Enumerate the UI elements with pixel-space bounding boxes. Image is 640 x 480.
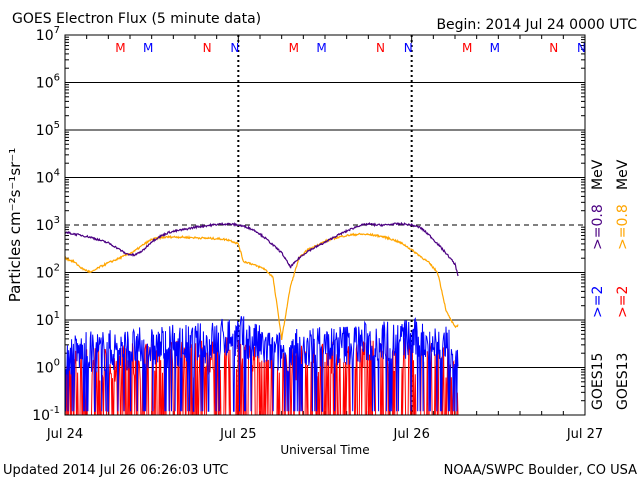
event-marker-6: N xyxy=(376,41,385,55)
x-tick-label-0: Jul 24 xyxy=(46,427,83,442)
legend-satellite-1: GOES13 xyxy=(615,353,631,410)
data-series xyxy=(64,221,459,416)
chart-title: GOES Electron Flux (5 minute data) xyxy=(12,11,261,27)
y-tick-label-6: 105 xyxy=(36,120,60,139)
event-marker-1: M xyxy=(143,41,153,55)
x-tick-label-2: Jul 26 xyxy=(392,427,429,442)
event-marker-0: M xyxy=(115,41,125,55)
event-marker-5: M xyxy=(316,41,326,55)
event-marker-8: M xyxy=(462,41,472,55)
y-tick-label-4: 103 xyxy=(36,215,60,234)
x-axis-label: Universal Time xyxy=(280,443,369,457)
event-marker-3: N xyxy=(230,41,239,55)
updated-label: Updated 2014 Jul 26 06:26:03 UTC xyxy=(3,463,228,478)
y-tick-label-3: 102 xyxy=(36,263,60,282)
y-tick-label-0: 10-1 xyxy=(32,405,60,424)
begin-label: Begin: 2014 Jul 24 0000 UTC xyxy=(436,17,637,33)
legend: GOES15 >=2 >=0.8 MeV GOES13 >=2 >=0.8 MeV xyxy=(590,159,631,410)
event-marker-9: M xyxy=(490,41,500,55)
credit-label: NOAA/SWPC Boulder, CO USA xyxy=(444,463,637,478)
event-marker-11: N xyxy=(577,41,586,55)
y-tick-labels: 10-1 100 101 102 103 104 105 106 107 xyxy=(32,25,60,424)
legend-unit-0: MeV xyxy=(590,159,606,190)
series-line-goes15-0-8-mev xyxy=(64,221,459,277)
y-tick-label-1: 100 xyxy=(36,358,60,377)
y-tick-label-7: 106 xyxy=(36,73,60,92)
series-line-goes13-0-8-mev xyxy=(64,232,459,340)
legend-unit-1: MeV xyxy=(615,159,631,190)
y-axis-label: Particles cm⁻²s⁻¹sr⁻¹ xyxy=(6,148,24,302)
plot-frame xyxy=(64,34,586,416)
event-marker-7: N xyxy=(404,41,413,55)
y-tick-label-2: 101 xyxy=(36,310,60,329)
legend-entry-low-1: >=2 xyxy=(615,286,631,318)
event-marker-10: N xyxy=(549,41,558,55)
x-tick-label-1: Jul 25 xyxy=(219,427,256,442)
x-tick-labels: Jul 24 Jul 25 Jul 26 Jul 27 xyxy=(46,427,603,442)
y-tick-label-8: 107 xyxy=(36,25,60,44)
series-line-goes15-2-mev xyxy=(64,316,459,412)
legend-entry-high-0: >=0.8 xyxy=(590,204,606,250)
x-tick-label-3: Jul 27 xyxy=(566,427,603,442)
legend-satellite-0: GOES15 xyxy=(590,353,606,410)
legend-entry-low-0: >=2 xyxy=(590,286,606,318)
legend-entry-high-1: >=0.8 xyxy=(615,204,631,250)
y-tick-label-5: 104 xyxy=(36,168,60,187)
event-marker-4: M xyxy=(289,41,299,55)
event-marker-2: N xyxy=(203,41,212,55)
